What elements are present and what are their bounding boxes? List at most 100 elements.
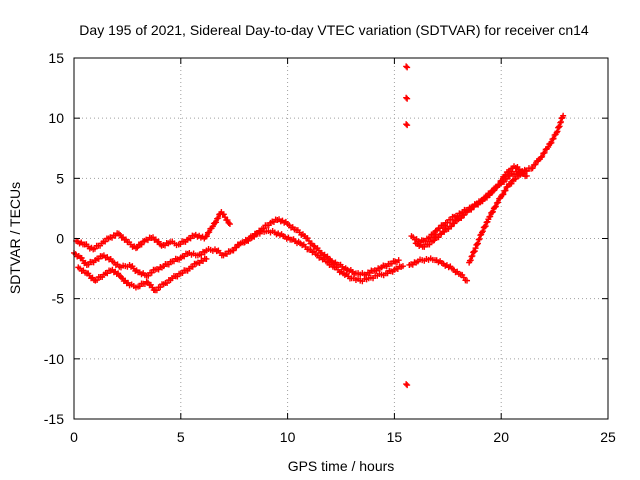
y-tick-label: -5 (52, 291, 65, 307)
x-tick-label: 5 (177, 429, 185, 445)
data-point (206, 229, 213, 236)
data-point (220, 211, 227, 218)
data-point (529, 165, 536, 172)
data-point (468, 206, 475, 213)
data-point (458, 215, 465, 222)
data-series (71, 63, 567, 389)
data-point (427, 234, 433, 241)
data-point (203, 255, 210, 262)
y-tick-label: 15 (48, 50, 64, 66)
data-point (508, 180, 515, 187)
data-point (474, 240, 481, 247)
data-point (503, 175, 510, 182)
data-point (435, 234, 442, 241)
data-point (451, 220, 458, 227)
y-tick-label: -10 (44, 351, 64, 367)
data-point (469, 252, 476, 259)
x-tick-label: 20 (493, 429, 509, 445)
x-tick-label: 15 (387, 429, 403, 445)
y-tick-label: 10 (48, 110, 64, 126)
data-point (550, 135, 557, 142)
series-main (71, 227, 406, 285)
data-point (215, 215, 222, 222)
data-point (560, 112, 567, 119)
data-point (483, 193, 490, 200)
data-point (94, 277, 101, 284)
data-point (476, 235, 483, 242)
data-point (403, 381, 410, 388)
data-point (474, 241, 481, 248)
series-day-time-bands (241, 216, 402, 279)
data-point (189, 263, 196, 270)
x-tick-label: 0 (70, 429, 78, 445)
data-point (403, 121, 410, 128)
data-point (472, 245, 479, 252)
data-point (395, 257, 402, 264)
series-lower-band (75, 255, 210, 294)
data-point (487, 213, 494, 220)
data-point (475, 236, 482, 243)
data-point (493, 184, 500, 191)
data-point (431, 237, 438, 244)
data-point (91, 245, 98, 252)
y-tick-label: 0 (56, 231, 64, 247)
data-point (233, 244, 240, 251)
data-point (403, 63, 410, 70)
data-point (541, 149, 548, 156)
data-point (444, 219, 451, 226)
data-point (431, 231, 438, 238)
data-point (556, 123, 563, 130)
data-point (491, 187, 498, 194)
data-point (404, 122, 411, 129)
x-axis-label: GPS time / hours (288, 458, 395, 474)
data-point (548, 139, 555, 146)
data-point (153, 287, 160, 294)
series-outliers (403, 63, 411, 389)
data-point (404, 64, 411, 71)
data-point (500, 191, 507, 198)
data-point (512, 175, 519, 182)
data-point (471, 248, 478, 255)
data-point (474, 201, 481, 208)
data-point (448, 223, 455, 230)
data-point (482, 223, 489, 230)
data-point (260, 225, 267, 232)
data-point (157, 284, 164, 291)
data-point (479, 228, 486, 235)
series-post-15h-main-rise (408, 112, 567, 246)
data-point (467, 257, 474, 264)
data-point (489, 208, 496, 215)
data-point (554, 128, 561, 135)
axis-ticks: 0 5 10 15 20 25 -15 -10 -5 0 5 10 15 (44, 50, 616, 445)
data-point (213, 219, 220, 226)
data-point (492, 203, 499, 210)
data-point (539, 153, 546, 160)
data-point (502, 187, 509, 194)
data-point (478, 229, 485, 236)
data-point (225, 219, 232, 226)
data-point (209, 223, 216, 230)
x-tick-label: 25 (600, 429, 616, 445)
data-point (553, 129, 560, 136)
data-point (436, 225, 443, 232)
data-point (501, 178, 508, 185)
data-point (404, 382, 411, 389)
data-point (102, 238, 109, 245)
data-point (461, 212, 468, 219)
data-point (464, 277, 471, 284)
data-point (245, 237, 252, 244)
x-tick-label: 10 (280, 429, 296, 445)
data-point (254, 230, 261, 237)
data-point (558, 118, 565, 125)
chart-title: Day 195 of 2021, Sidereal Day-to-day VTE… (79, 22, 589, 38)
series-steep-rising-arc (466, 167, 530, 266)
series-upper-band (73, 209, 233, 253)
data-point (203, 233, 210, 240)
data-point (404, 95, 411, 102)
data-point (403, 94, 410, 101)
data-point (545, 144, 552, 151)
data-point (230, 247, 237, 254)
data-point (138, 241, 145, 248)
data-point (523, 168, 530, 175)
